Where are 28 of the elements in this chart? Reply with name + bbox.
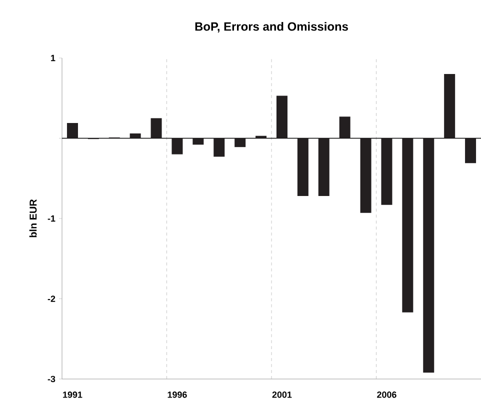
x-tick-label: 2006	[377, 392, 396, 398]
y-tick-label: -3	[48, 376, 56, 382]
bar	[339, 116, 350, 138]
bar	[150, 118, 162, 138]
y-tick-label: -2	[48, 296, 56, 302]
y-tick-label: -1	[48, 215, 56, 222]
x-tick-label: 2001	[272, 392, 292, 398]
y-tick-label: 1	[51, 54, 56, 62]
bar	[234, 138, 246, 148]
bar	[465, 138, 476, 164]
bar	[172, 138, 183, 154]
bar	[444, 74, 456, 138]
bar	[402, 138, 414, 312]
bar	[318, 138, 330, 196]
x-tick-label: 1991	[63, 392, 82, 398]
bar	[66, 123, 78, 138]
bar	[256, 136, 267, 138]
bar	[214, 138, 225, 157]
bar	[381, 138, 392, 205]
chart-title: BoP, Errors and Omissions	[195, 22, 348, 32]
x-tick-label: 1996	[168, 392, 187, 398]
bar	[192, 138, 204, 145]
bar	[276, 96, 288, 138]
bar	[130, 133, 141, 138]
bar	[423, 138, 434, 373]
bar	[360, 138, 372, 213]
bar	[297, 138, 308, 196]
y-axis-title: bln EUR	[29, 199, 37, 238]
